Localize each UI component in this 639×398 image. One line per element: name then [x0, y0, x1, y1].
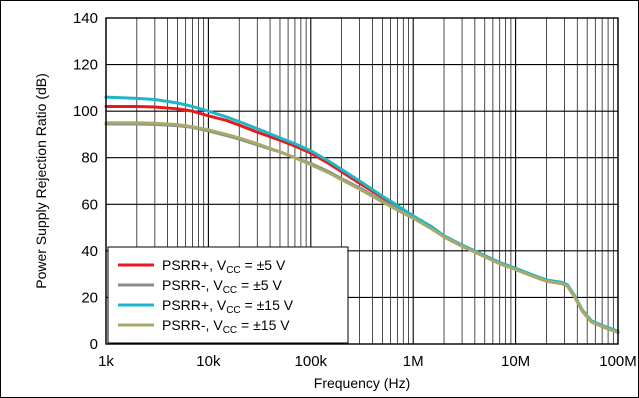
legend-box — [107, 246, 349, 344]
x-tick-label: 100k — [295, 353, 328, 370]
y-tick-label: 0 — [90, 336, 98, 353]
series-layer — [104, 95, 620, 334]
x-tick-label: 10M — [501, 353, 530, 370]
series-line-4 — [104, 121, 620, 334]
x-axis-label: Frequency (Hz) — [314, 375, 410, 391]
x-tick-label: 1k — [98, 353, 114, 370]
x-tick-label: 1M — [403, 353, 424, 370]
y-tick-label: 40 — [81, 243, 98, 260]
y-tick-label: 140 — [73, 10, 98, 27]
legend-entry: PSRR+, VCC = ±15 V — [162, 297, 294, 316]
x-tick-labels: 1k 10k 100k 1M 10M 100M — [98, 353, 637, 370]
legend-entry: PSRR-, VCC = ±5 V — [162, 277, 282, 296]
legend-entry: PSRR-, VCC = ±15 V — [162, 317, 290, 336]
legend-entry: PSRR+, VCC = ±5 V — [162, 257, 286, 276]
plot-border — [105, 17, 619, 345]
x-tick-label: 10k — [196, 353, 221, 370]
y-axis-label: Power Supply Rejection Ratio (dB) — [33, 73, 49, 289]
y-tick-label: 100 — [73, 103, 98, 120]
x-tick-label: 100M — [599, 353, 637, 370]
y-tick-label: 20 — [81, 289, 98, 306]
y-tick-label: 80 — [81, 150, 98, 167]
y-tick-label: 60 — [81, 196, 98, 213]
y-tick-labels: 0 20 40 60 80 100 120 140 — [73, 10, 98, 353]
y-tick-label: 120 — [73, 57, 98, 74]
